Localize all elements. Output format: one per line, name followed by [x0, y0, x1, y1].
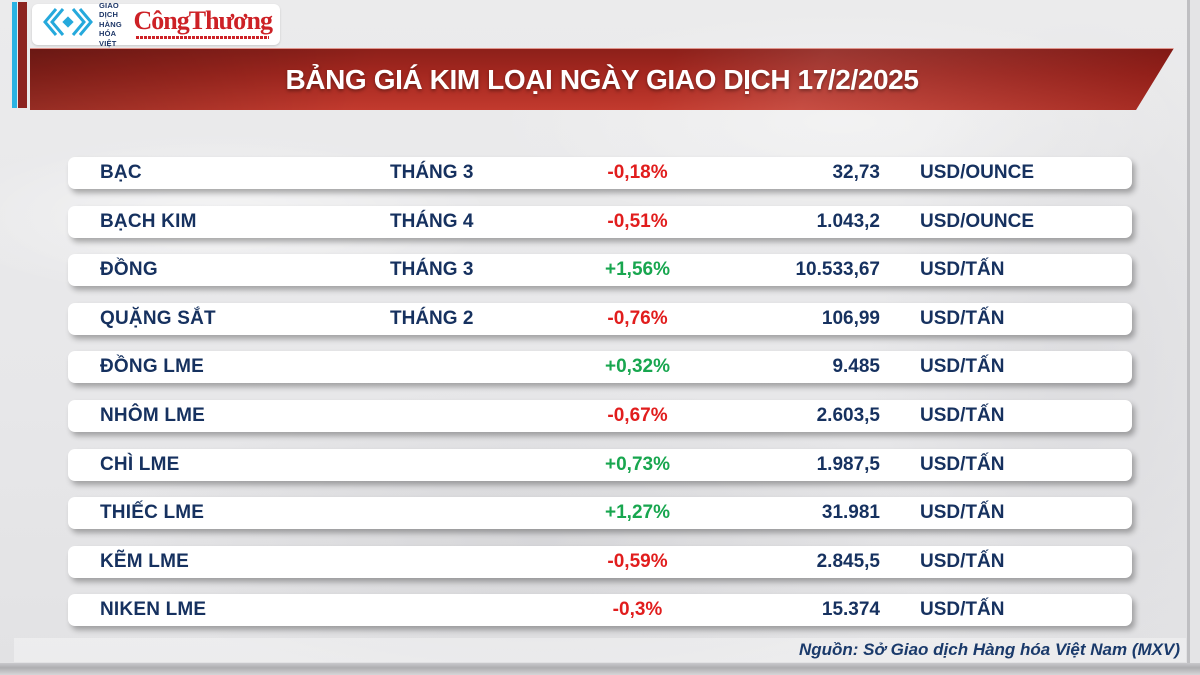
- commodity-name: BẠC: [100, 162, 142, 183]
- change-percent: -0,59%: [607, 550, 668, 572]
- price-unit: USD/OUNCE: [920, 162, 1035, 183]
- price-value: 10.533,67: [795, 259, 880, 281]
- congthuong-tagline-rule: [136, 36, 270, 39]
- left-accent-bar-darkred: [18, 2, 27, 108]
- commodity-name: ĐỒNG LME: [100, 356, 204, 378]
- contract-month: THÁNG 4: [390, 210, 474, 232]
- price-table-row: KẼM LME -0,59% 2.845,5 USD/TẤN: [68, 545, 1132, 578]
- price-value: 15.374: [821, 599, 880, 621]
- price-value: 32,73: [832, 162, 880, 183]
- contract-month: THÁNG 3: [390, 259, 474, 281]
- price-table-row: THIẾC LME +1,27% 31.981 USD/TẤN: [68, 497, 1132, 530]
- commodity-name: QUẶNG SẮT: [100, 307, 216, 329]
- congthuong-wordmark: CôngThương: [133, 6, 273, 35]
- price-table-row: CHÌ LME +0,73% 1.987,5 USD/TẤN: [68, 448, 1132, 481]
- price-table-row: ĐỒNG THÁNG 3 +1,56% 10.533,67 USD/TẤN: [68, 254, 1132, 287]
- change-percent: +1,56%: [605, 259, 670, 281]
- title-banner: BẢNG GIÁ KIM LOẠI NGÀY GIAO DỊCH 17/2/20…: [30, 48, 1174, 110]
- price-unit: USD/TẤN: [920, 453, 1005, 475]
- price-table-row: NIKEN LME -0,3% 15.374 USD/TẤN: [68, 594, 1132, 627]
- congthuong-logo: CôngThương: [134, 8, 273, 39]
- price-rows: BẠC THÁNG 3 -0,18% 32,73 USD/OUNCE BẠCH …: [68, 157, 1132, 643]
- price-unit: USD/TẤN: [920, 307, 1005, 329]
- commodity-name: THIẾC LME: [100, 502, 205, 524]
- mxv-name-line2: HÀNG HÓA: [99, 19, 122, 39]
- price-table-row: ĐỒNG LME +0,32% 9.485 USD/TẤN: [68, 351, 1132, 384]
- commodity-name: CHÌ LME: [100, 453, 180, 475]
- change-percent: -0,18%: [607, 162, 668, 183]
- price-value: 2.603,5: [816, 404, 880, 426]
- price-value: 9.485: [832, 356, 880, 378]
- left-accent-bar-cyan: [12, 2, 17, 108]
- price-table-row: BẠC THÁNG 3 -0,18% 32,73 USD/OUNCE: [68, 157, 1132, 189]
- change-percent: -0,67%: [607, 404, 668, 426]
- commodity-name: NHÔM LME: [100, 404, 206, 426]
- slide-bottom-edge: [0, 663, 1200, 675]
- price-unit: USD/TẤN: [920, 404, 1005, 426]
- price-unit: USD/TẤN: [920, 502, 1005, 524]
- commodity-name: KẼM LME: [100, 550, 190, 572]
- price-value: 106,99: [821, 307, 880, 329]
- commodity-name: BẠCH KIM: [100, 210, 197, 232]
- change-percent: +0,73%: [605, 453, 670, 475]
- mxv-name-line1: SỞ GIAO DỊCH: [99, 0, 119, 20]
- footer-band: [14, 638, 1186, 662]
- price-value: 1.987,5: [816, 453, 880, 475]
- slide-right-edge: [1187, 0, 1190, 675]
- source-note: Nguồn: Sở Giao dịch Hàng hóa Việt Nam (M…: [798, 640, 1180, 659]
- price-value: 31.981: [821, 502, 880, 524]
- price-table-row: NHÔM LME -0,67% 2.603,5 USD/TẤN: [68, 399, 1132, 432]
- mxv-logo-icon: [42, 6, 94, 43]
- price-value: 2.845,5: [816, 550, 880, 572]
- commodity-name: ĐỒNG: [100, 259, 158, 281]
- page-title: BẢNG GIÁ KIM LOẠI NGÀY GIAO DỊCH 17/2/20…: [285, 63, 919, 95]
- price-value: 1.043,2: [816, 210, 880, 232]
- contract-month: THÁNG 3: [390, 162, 474, 183]
- price-table-row: BẠCH KIM THÁNG 4 -0,51% 1.043,2 USD/OUNC…: [68, 205, 1132, 238]
- change-percent: +0,32%: [605, 356, 670, 378]
- contract-month: THÁNG 2: [390, 307, 474, 329]
- change-percent: -0,51%: [607, 210, 668, 232]
- price-table-row: QUẶNG SẮT THÁNG 2 -0,76% 106,99 USD/TẤN: [68, 302, 1132, 335]
- change-percent: -0,3%: [612, 599, 663, 621]
- price-unit: USD/TẤN: [920, 259, 1005, 281]
- slide-right-margin: [1190, 0, 1200, 675]
- price-unit: USD/TẤN: [920, 599, 1005, 621]
- price-unit: USD/TẤN: [920, 550, 1005, 572]
- price-unit: USD/OUNCE: [920, 210, 1035, 232]
- change-percent: +1,27%: [605, 502, 670, 524]
- logo-plate: SỞ GIAO DỊCH HÀNG HÓA VIỆT NAM CôngThươn…: [32, 0, 280, 57]
- price-unit: USD/TẤN: [920, 356, 1005, 378]
- change-percent: -0,76%: [607, 307, 668, 329]
- commodity-name: NIKEN LME: [100, 599, 207, 621]
